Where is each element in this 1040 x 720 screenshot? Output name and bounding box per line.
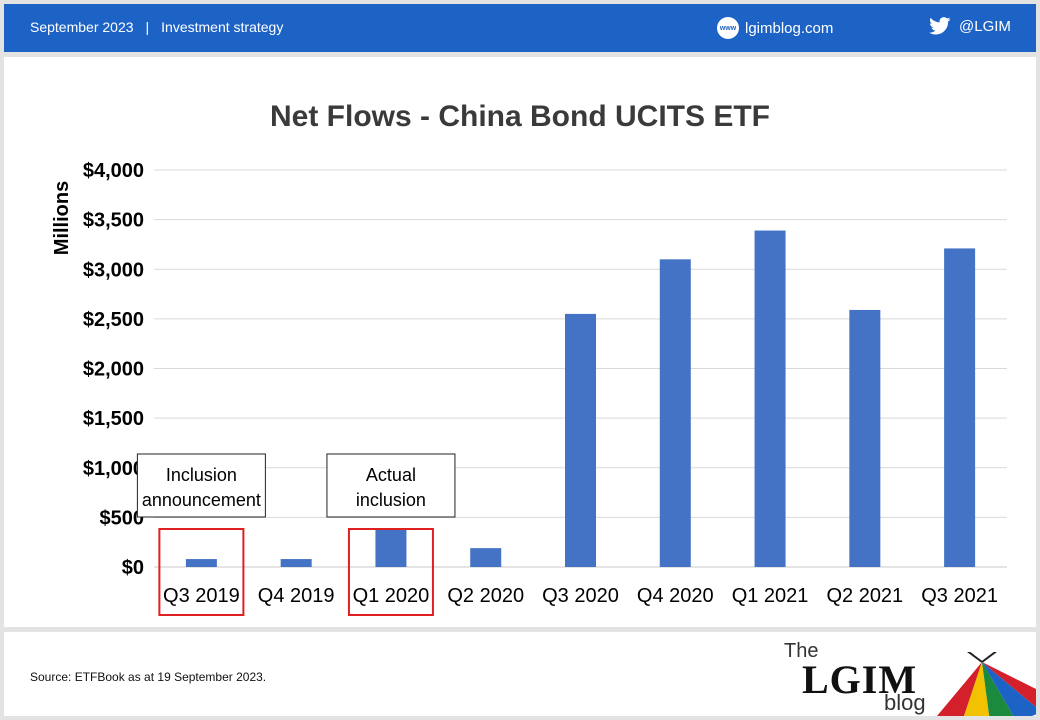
bars — [185, 230, 976, 568]
annotation-box — [326, 453, 456, 518]
header-section: Investment strategy — [161, 19, 284, 35]
twitter-handle: @LGIM — [959, 17, 1011, 35]
top-banner: September 2023 | Investment strategy www l… — [4, 4, 1036, 52]
annotation-text: Inclusion — [166, 465, 237, 485]
twitter-icon — [929, 17, 951, 35]
x-tick-label: Q1 2020 — [353, 585, 430, 607]
annotation: Inclusion announcement — [136, 453, 266, 518]
lgim-blog-logo: The LGIM blog — [784, 640, 934, 716]
bar — [185, 559, 217, 567]
highlight-box — [347, 528, 434, 616]
y-tick-label: $2,500 — [83, 309, 144, 331]
x-tick-label: Q2 2020 — [447, 585, 524, 607]
twitter-link[interactable]: @LGIM — [929, 17, 1011, 35]
annotation-box — [136, 453, 266, 518]
logo-main: LGIM — [802, 657, 918, 702]
x-tick-label: Q2 2021 — [826, 585, 903, 607]
bar — [375, 529, 407, 567]
header-left: September 2023 | Investment strategy — [30, 19, 283, 35]
footer: Source: ETFBook as at 19 September 2023.… — [4, 632, 1036, 716]
x-tick-label: Q4 2020 — [637, 585, 714, 607]
annotations: Inclusion announcement Actual inclusion — [136, 453, 456, 518]
bar — [280, 559, 312, 567]
x-tick-label: Q3 2020 — [542, 585, 619, 607]
y-tick-labels: $0 $500 $1,000 $1,500 $2,000 $2,500 $3,000 $3,5… — [83, 160, 144, 579]
bar — [470, 548, 502, 567]
y-tick-label: $4,000 — [83, 160, 144, 182]
bar — [944, 248, 976, 567]
highlight-boxes — [158, 528, 434, 616]
x-tick-label: Q1 2021 — [732, 585, 809, 607]
annotation: Actual inclusion — [326, 453, 456, 518]
header-separator: | — [145, 19, 150, 35]
y-tick-label: $3,500 — [83, 210, 144, 232]
www-icon: www — [717, 17, 739, 39]
chart-title: Net Flows - China Bond UCITS ETF — [270, 100, 770, 133]
source-note: Source: ETFBook as at 19 September 2023. — [30, 670, 267, 684]
y-axis-label: Millions — [51, 181, 73, 255]
chart-panel: Net Flows - China Bond UCITS ETF Million… — [4, 57, 1036, 627]
annotation-text: inclusion — [356, 490, 426, 510]
y-tick-label: $2,000 — [83, 359, 144, 381]
bar — [659, 259, 691, 567]
y-tick-label: $500 — [100, 507, 145, 529]
y-tick-label: $1,000 — [83, 458, 144, 480]
site-link[interactable]: www lgimblog.com — [717, 17, 833, 39]
umbrella-icon — [937, 652, 1036, 716]
logo-blog: blog — [884, 690, 926, 715]
y-tick-label: $1,500 — [83, 408, 144, 430]
bar — [565, 313, 596, 567]
annotation-text: announcement — [142, 490, 261, 510]
site-label: lgimblog.com — [745, 19, 834, 37]
annotation-text: Actual — [366, 465, 416, 485]
highlight-box — [158, 528, 245, 616]
x-tick-label: Q3 2019 — [163, 585, 240, 607]
x-tick-label: Q4 2019 — [258, 585, 335, 607]
x-tick-label: Q3 2021 — [921, 585, 998, 607]
net-flows-chart: Net Flows - China Bond UCITS ETF Million… — [51, 100, 1007, 616]
x-tick-labels: Q3 2019 Q4 2019 Q1 2020 Q2 2020 Q3 2020 Q4 20… — [163, 585, 998, 607]
y-tick-label: $0 — [122, 557, 144, 579]
bar — [849, 309, 881, 567]
y-tick-label: $3,000 — [83, 259, 144, 281]
header-date: September 2023 — [30, 19, 134, 35]
logo-the: The — [784, 640, 819, 662]
bar — [754, 230, 786, 568]
